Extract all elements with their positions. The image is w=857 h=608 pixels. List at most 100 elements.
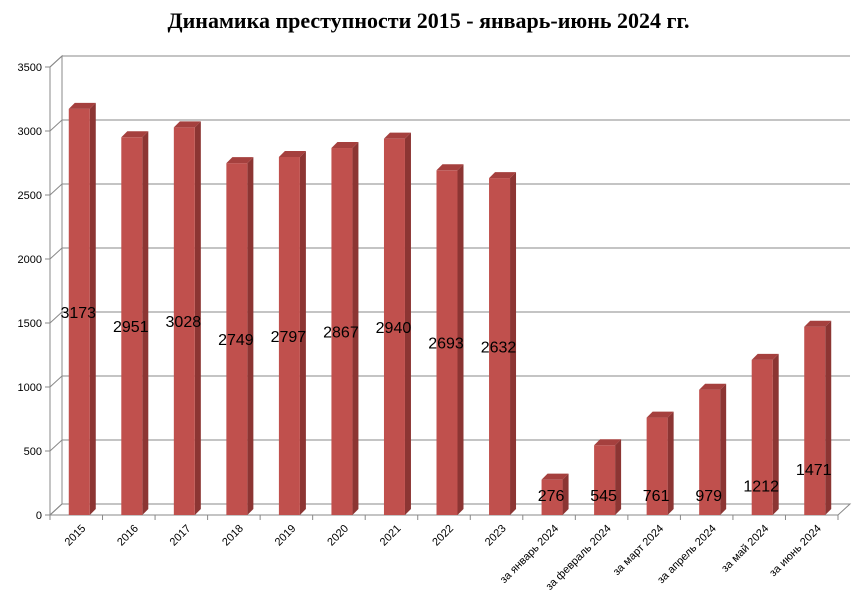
data-label: 2632 — [481, 340, 517, 357]
bar-side — [510, 172, 517, 515]
gridline — [49, 439, 850, 452]
gridline — [49, 503, 850, 516]
x-tick-label: 2016 — [115, 523, 141, 549]
bar-front — [173, 127, 195, 515]
data-label: 2940 — [376, 320, 412, 337]
bar-top — [331, 142, 359, 149]
y-tick-label: 3000 — [18, 126, 42, 138]
x-tick-label: 2015 — [63, 523, 89, 549]
y-tick-label: 1000 — [18, 382, 42, 394]
bar-top — [594, 439, 622, 446]
bar-side — [299, 150, 306, 515]
bar-front — [594, 445, 616, 515]
bar-front — [646, 417, 668, 515]
gridline — [49, 183, 850, 196]
bar-side — [457, 164, 464, 515]
bar-top — [699, 383, 727, 390]
bar — [489, 172, 517, 515]
y-tick-label: 500 — [24, 446, 42, 458]
x-tick-label: за май 2024 — [719, 523, 771, 575]
bar-top — [226, 157, 254, 164]
bar-side — [89, 102, 96, 515]
data-label: 2951 — [113, 319, 149, 336]
bar — [383, 132, 411, 515]
x-tick-label: за июнь 2024 — [767, 523, 824, 580]
bar-front — [804, 326, 826, 515]
bar-side — [615, 439, 622, 515]
data-label: 1471 — [796, 462, 832, 479]
bar-front — [68, 108, 90, 515]
data-label: 2693 — [428, 336, 464, 353]
data-label: 3173 — [60, 305, 96, 322]
data-label: 1212 — [743, 478, 779, 495]
bar — [594, 439, 622, 515]
gridline — [49, 119, 850, 132]
bar-front — [436, 170, 458, 515]
bar-side — [825, 320, 832, 515]
bar-front — [751, 359, 773, 515]
bar-top — [646, 411, 674, 418]
data-label: 761 — [643, 488, 670, 505]
bar — [541, 473, 569, 515]
y-tick-label: 0 — [36, 510, 42, 522]
gridline — [49, 247, 850, 260]
bar-side — [142, 131, 149, 515]
bar-top — [383, 132, 411, 139]
bar-side — [247, 157, 254, 516]
y-tick-label: 3500 — [18, 62, 42, 74]
bar — [699, 383, 727, 515]
data-label: 2867 — [323, 325, 359, 342]
bar-side — [194, 121, 201, 515]
bar — [804, 320, 832, 515]
bar — [226, 157, 254, 516]
data-label: 276 — [538, 488, 565, 505]
bar-front — [121, 137, 143, 515]
bar-top — [751, 353, 779, 360]
bar-top — [278, 150, 306, 157]
bar-top — [68, 102, 96, 109]
x-tick-label: 2022 — [430, 523, 456, 549]
bar-top — [804, 320, 832, 327]
x-tick-label: 2023 — [483, 523, 509, 549]
gridline — [49, 311, 850, 324]
bar-side — [352, 142, 359, 516]
bar — [278, 150, 306, 515]
bar-side — [720, 383, 727, 515]
x-tick-label: 2017 — [168, 523, 194, 549]
bar-front — [489, 178, 511, 515]
data-label: 2749 — [218, 332, 254, 349]
data-label: 3028 — [166, 314, 202, 331]
bar-front — [331, 148, 353, 516]
x-tick-label: 2020 — [325, 523, 351, 549]
data-label: 979 — [695, 488, 722, 505]
bar-top — [436, 164, 464, 171]
data-label: 2797 — [271, 329, 307, 346]
x-tick-label: 2018 — [220, 523, 246, 549]
bar — [68, 102, 96, 515]
gridline — [49, 55, 850, 68]
y-tick-label: 1500 — [18, 318, 42, 330]
bar-top — [121, 131, 149, 138]
bar-top — [541, 473, 569, 480]
bar-side — [667, 411, 674, 515]
bar — [331, 142, 359, 516]
y-tick-label: 2500 — [18, 190, 42, 202]
bar-front — [541, 479, 563, 515]
data-label: 545 — [590, 488, 617, 505]
bar-front — [699, 389, 721, 515]
bar-top — [173, 121, 201, 128]
bar — [646, 411, 674, 515]
y-tick-label: 2000 — [18, 254, 42, 266]
x-tick-label: за март 2024 — [611, 523, 666, 578]
bar-side — [772, 353, 779, 515]
bar-front — [383, 138, 405, 515]
bar-top — [489, 172, 517, 179]
bar-side — [404, 132, 411, 515]
bar — [436, 164, 464, 515]
gridline — [49, 375, 850, 388]
bar-front — [278, 156, 300, 515]
bar-side — [562, 473, 569, 515]
bar — [121, 131, 149, 515]
x-tick-label: 2021 — [378, 523, 404, 549]
